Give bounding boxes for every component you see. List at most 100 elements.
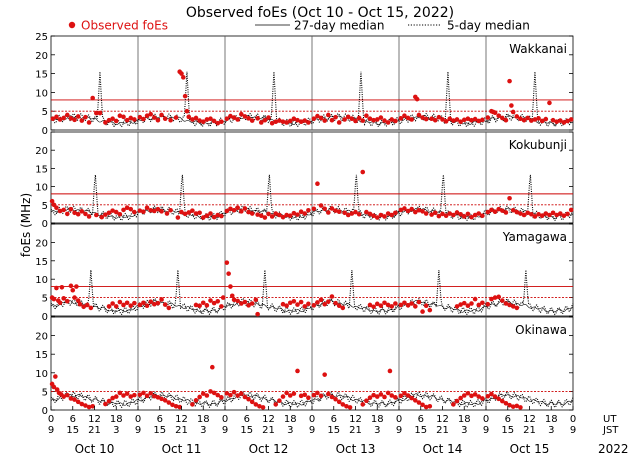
observed-point [385,120,391,125]
observed-point [173,403,179,409]
observed-point [54,205,59,211]
observed-point [273,402,279,407]
panel-okinawa: 0 5 10 15 20 Okinawa [35,316,574,417]
observed-point [124,300,130,306]
observed-point [137,114,143,120]
y-tick-label: 20 [35,238,48,249]
ut-tick-label: 0 [483,414,489,425]
observed-point [137,392,143,398]
observed-point [208,116,213,122]
observed-point [68,206,74,212]
observed-point [242,394,248,400]
observed-point [106,398,112,404]
observed-point [423,404,429,410]
observed-point [215,392,221,398]
observed-point [558,118,563,123]
observed-point [113,394,119,399]
observed-point [507,195,512,201]
observed-point [260,405,266,410]
observed-point [197,210,202,216]
observed-point [326,210,331,215]
observed-point [402,390,407,396]
observed-point [318,297,324,303]
y-tick-label: 10 [35,183,48,194]
observed-point [110,208,115,213]
observed-point [181,75,186,80]
observed-point [568,207,574,213]
jst-tick-label: 15 [240,425,253,436]
observed-point [117,299,123,305]
observed-point [465,303,471,309]
y-tick-label: 5 [42,107,48,118]
observed-point [273,119,279,125]
observed-point [168,207,173,213]
observed-point [393,301,398,306]
observed-point [469,214,474,220]
observed-point [211,214,217,220]
observed-point [219,213,224,219]
panel-kokubunji: 0 5 10 15 20 Kokubunji [35,131,574,230]
observed-point [382,300,387,306]
observed-point [389,117,395,122]
observed-point [525,115,530,121]
observed-point [155,206,161,212]
observed-point [255,212,260,217]
observed-point [65,211,70,217]
observed-point [61,394,66,399]
observed-point [280,394,286,399]
observed-point [302,392,308,398]
median-5day-line [50,71,574,128]
observed-point [121,302,126,308]
observed-point [77,301,83,307]
jst-tick-label: 3 [461,425,467,436]
jst-tick-label: 3 [374,425,380,436]
observed-point [141,116,146,122]
observed-point [280,301,286,307]
observed-point [228,392,233,398]
observed-point [152,208,157,214]
observed-point [329,117,335,123]
observed-point [255,116,260,121]
observed-point [262,117,268,123]
observed-point [360,169,366,175]
jst-tick-label: 15 [327,425,340,436]
observed-point [121,207,126,213]
observed-point [246,396,251,402]
observed-point [416,112,422,118]
observed-point [51,296,57,302]
y-tick-label: 0 [42,126,48,137]
observed-point [210,364,215,370]
observed-point [336,303,342,309]
observed-point [371,304,376,310]
observed-point [529,211,534,217]
observed-point [262,215,268,220]
panel-wakkanai: 0 5 10 15 20 25 Wakkanai [35,32,574,137]
station-label-wakkanai: Wakkanai [509,42,567,56]
observed-point [378,392,384,397]
observed-point [228,284,233,289]
observed-point [326,112,331,118]
observed-point [420,402,425,408]
observed-point [75,114,81,119]
ut-tick-label: 12 [88,414,101,425]
observed-point [554,212,559,218]
observed-point [420,209,425,214]
observed-point [132,300,137,306]
observed-point [472,212,478,218]
observed-point [50,116,56,122]
observed-point [61,207,66,213]
observed-point [68,116,74,121]
y-axis-label: foEs (MHz) [19,193,33,257]
y-tick-label: 20 [35,51,48,62]
observed-point [53,374,58,379]
observed-point [402,206,407,211]
observed-point [385,390,391,396]
legend: Observed foEs 27-day median 5-day median [68,19,530,33]
observed-point [458,395,463,401]
observed-point [382,214,387,219]
y-tick-label: 20 [35,146,48,157]
observed-point [306,120,311,125]
observed-point [423,211,429,216]
observed-point [159,209,164,214]
day-label: Oct 15 [510,442,550,456]
